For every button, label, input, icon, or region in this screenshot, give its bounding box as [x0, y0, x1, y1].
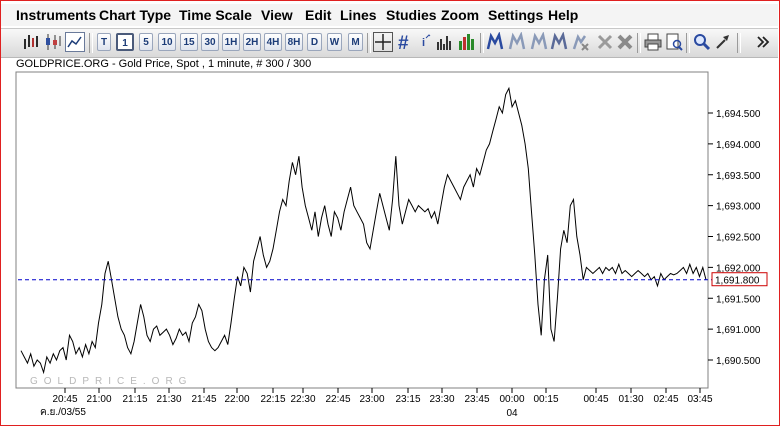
menu-view[interactable]: View — [261, 7, 293, 23]
x-tick-label: 00:15 — [533, 394, 558, 405]
x-tick-label: 03:45 — [687, 394, 712, 405]
x-tick-label: 22:30 — [290, 394, 315, 405]
interval-8h-button[interactable]: 8H — [285, 33, 303, 51]
study-bars-icon[interactable] — [457, 32, 477, 52]
x-tick-label: 22:45 — [325, 394, 350, 405]
line-chart-icon[interactable] — [65, 32, 85, 52]
interval-month-button[interactable]: M — [348, 33, 363, 51]
current-price-line: 1,691.800 — [18, 272, 768, 287]
draw-fan-icon[interactable] — [507, 31, 527, 52]
y-tick-label: 1,694.500 — [716, 109, 761, 120]
x-tick-label: 00:00 — [499, 394, 524, 405]
y-tick-label: 1,693.000 — [716, 202, 761, 213]
draw-channel-icon[interactable] — [529, 31, 549, 52]
menu-settings[interactable]: Settings — [488, 7, 544, 23]
delete-drawing-icon[interactable] — [595, 32, 615, 52]
delete-all-drawings-icon[interactable] — [615, 32, 635, 52]
x-tick-label: 02:45 — [653, 394, 678, 405]
toolbar-separator — [637, 33, 641, 53]
interval-day-button[interactable]: D — [307, 33, 322, 51]
interval-2h-button[interactable]: 2H — [243, 33, 261, 51]
interval-5m-button[interactable]: 5 — [139, 33, 153, 51]
menu-bar: Instruments Chart Type Time Scale View E… — [1, 4, 778, 26]
y-tick-label: 1,690.500 — [716, 356, 761, 367]
y-tick-label: 1,692.500 — [716, 233, 761, 244]
x-tick-label: 22:15 — [260, 394, 285, 405]
volume-icon[interactable] — [435, 32, 455, 52]
interval-10m-button[interactable]: 10 — [158, 33, 176, 51]
menu-studies[interactable]: Studies — [386, 7, 437, 23]
toolbar: T 1 5 10 15 30 1H 2H 4H 8H D W M # i — [1, 28, 778, 58]
x-tick-label: 00:45 — [583, 394, 608, 405]
x-tick-label: 21:15 — [122, 394, 147, 405]
svg-text:i: i — [422, 37, 425, 49]
select-drawing-icon[interactable] — [571, 32, 591, 52]
print-icon[interactable] — [643, 32, 663, 52]
print-preview-icon[interactable] — [664, 32, 684, 52]
x-tick-label: 23:15 — [395, 394, 420, 405]
x-axis: 20:45 21:00 21:15 21:30 21:45 22:00 22:15 22:30… — [52, 388, 713, 419]
menu-lines[interactable]: Lines — [340, 7, 377, 23]
price-series — [20, 86, 707, 375]
x-tick-label: 21:30 — [156, 394, 181, 405]
y-tick-label: 1,692.000 — [716, 263, 761, 274]
date-label: ค.ย./03/55 — [40, 407, 86, 418]
toolbar-separator — [480, 33, 484, 53]
crosshair-icon[interactable] — [373, 32, 393, 52]
x-tick-label: 01:30 — [618, 394, 643, 405]
candlestick-icon[interactable] — [43, 32, 63, 52]
draw-fibonacci-icon[interactable] — [549, 31, 569, 52]
y-tick-label: 1,693.500 — [716, 171, 761, 182]
y-tick-label: 1,694.000 — [716, 140, 761, 151]
interval-tick-button[interactable]: T — [97, 33, 111, 51]
x-date-label: 04 — [506, 408, 518, 419]
price-line — [20, 86, 707, 375]
toolbar-separator — [89, 33, 93, 53]
toolbar-separator — [686, 33, 690, 53]
x-tick-label: 23:00 — [359, 394, 384, 405]
x-tick-label: 21:00 — [86, 394, 111, 405]
x-tick-label: 20:45 — [52, 394, 77, 405]
menu-time-scale[interactable]: Time Scale — [179, 7, 252, 23]
draw-line-icon[interactable] — [485, 31, 505, 52]
toolbar-separator — [737, 33, 741, 53]
current-price-label: 1,691.800 — [715, 276, 760, 287]
menu-chart-type[interactable]: Chart Type — [99, 7, 172, 23]
interval-week-button[interactable]: W — [327, 33, 342, 51]
plot-area — [15, 71, 709, 389]
interval-30m-button[interactable]: 30 — [201, 33, 219, 51]
current-price-box — [711, 272, 768, 287]
svg-text:#: # — [398, 33, 409, 52]
info-icon[interactable]: i — [417, 32, 437, 52]
interval-4h-button[interactable]: 4H — [264, 33, 282, 51]
pan-icon[interactable] — [713, 32, 733, 52]
grid-icon[interactable]: # — [396, 32, 416, 54]
menu-help[interactable]: Help — [548, 7, 579, 23]
interval-1h-button[interactable]: 1H — [222, 33, 240, 51]
y-tick-label: 1,691.500 — [716, 294, 761, 305]
menu-zoom[interactable]: Zoom — [441, 7, 480, 23]
x-tick-label: 22:00 — [224, 394, 249, 405]
menu-instruments[interactable]: Instruments — [16, 7, 97, 23]
chevron-right-icon[interactable] — [753, 32, 773, 52]
x-tick-label: 23:30 — [429, 394, 454, 405]
y-tick-label: 1,691.000 — [716, 325, 761, 336]
toolbar-separator — [367, 33, 371, 53]
watermark: GOLDPRICE.ORG — [30, 376, 192, 387]
interval-15m-button[interactable]: 15 — [180, 33, 198, 51]
interval-1m-button[interactable]: 1 — [116, 33, 134, 51]
menu-edit[interactable]: Edit — [305, 7, 332, 23]
y-axis: 1,694.500 1,694.000 1,693.500 1,693.000 1,69… — [708, 109, 761, 367]
bar-chart-icon[interactable] — [21, 32, 41, 52]
chart-title: GOLDPRICE.ORG - Gold Price, Spot , 1 min… — [16, 58, 312, 70]
x-tick-label: 23:45 — [464, 394, 489, 405]
zoom-icon[interactable] — [692, 32, 712, 52]
x-tick-label: 21:45 — [191, 394, 216, 405]
